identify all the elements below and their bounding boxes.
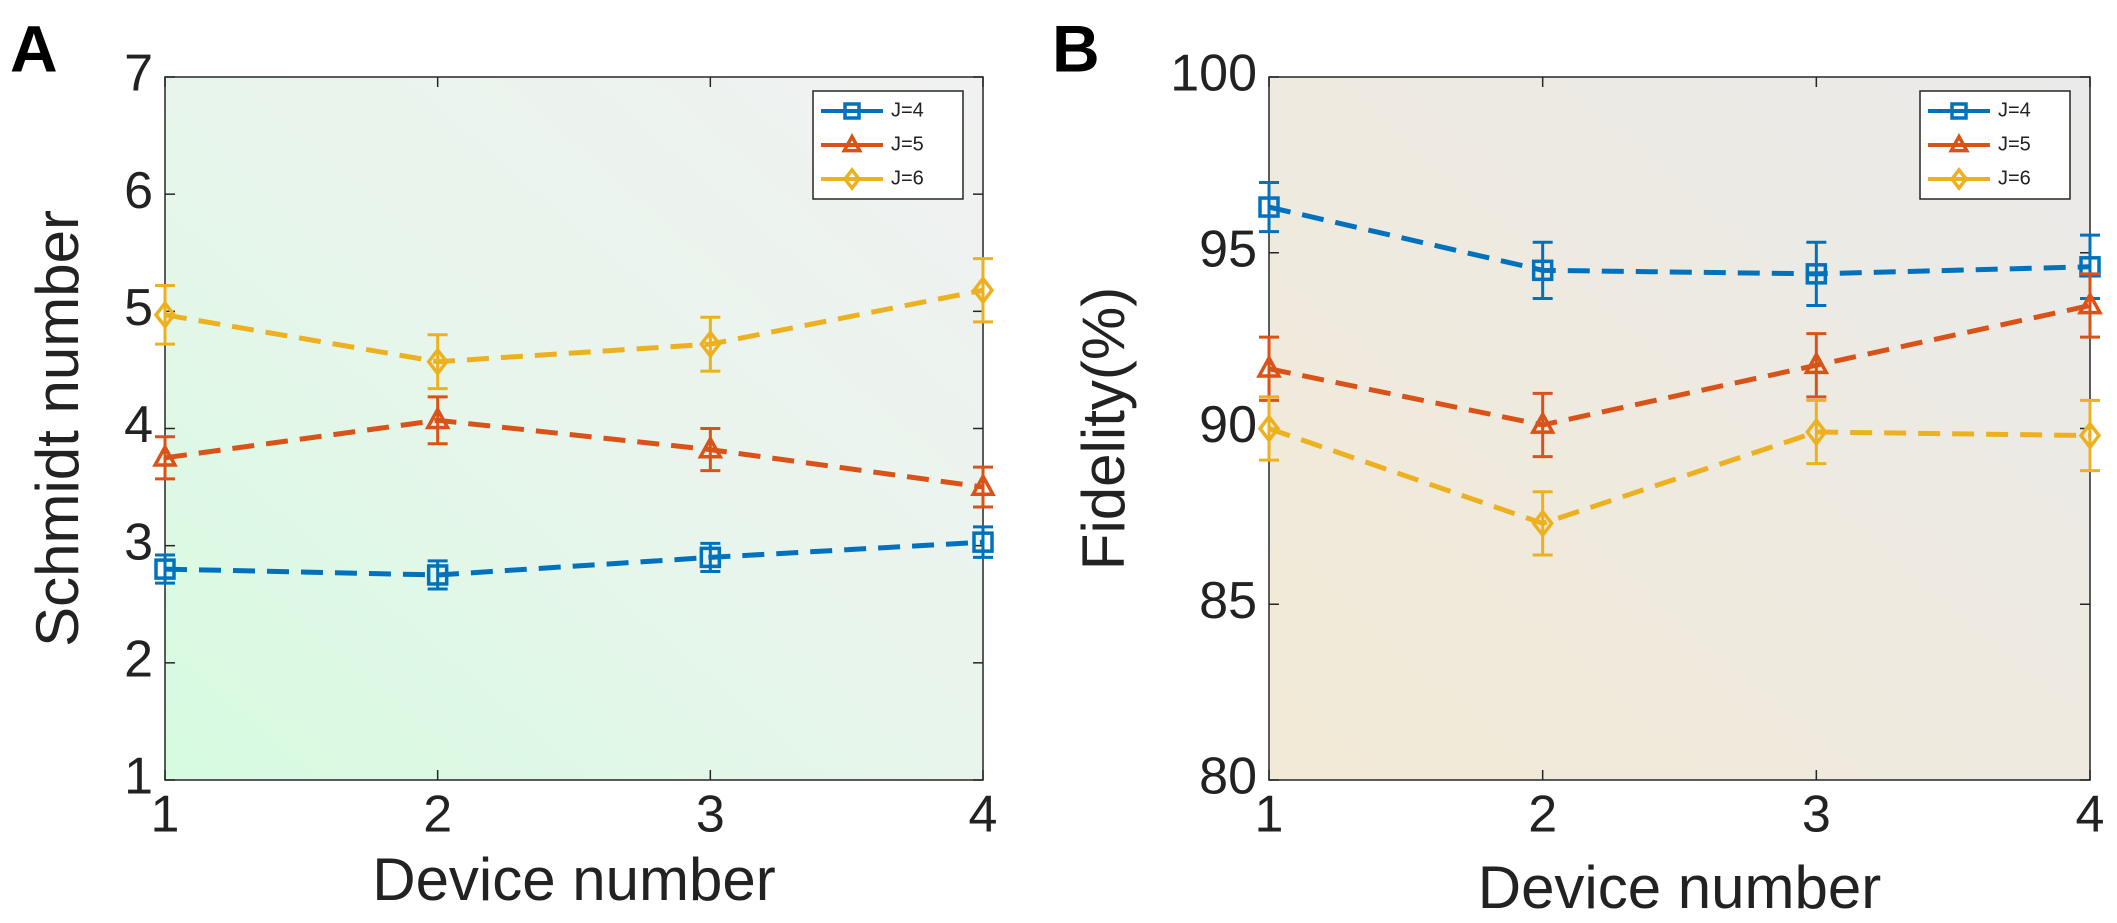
y-tick-label: 2 [124,631,153,689]
error-bar [1806,240,1827,307]
y-tick-label: 1 [124,748,153,806]
panel-label: A [10,11,58,85]
data-point [1529,410,1556,434]
legend-label: J=6 [1998,167,2031,189]
data-point [153,300,177,330]
x-tick-label: 2 [1528,786,1557,844]
error-bar [2080,398,2100,473]
error-bar [427,333,448,391]
legend-marker [1948,132,1970,153]
data-point [1257,413,1281,444]
error-bar [700,315,721,373]
y-axis-label: Schmidt number [24,210,91,647]
legend-label: J=4 [891,99,924,121]
y-tick-label: 3 [124,513,153,571]
y-tick-label: 100 [1170,45,1257,103]
series-line [1268,204,2091,277]
panel-label: B [1052,11,1100,85]
axes-box [164,76,984,781]
x-tick-label: 4 [2076,786,2105,844]
series-line [164,539,984,578]
data-point [2078,420,2102,451]
error-bar [1806,332,1827,399]
x-tick-label: 3 [1802,786,1831,844]
error-bar [1806,398,1827,466]
data-point [426,347,449,377]
y-tick-label: 85 [1199,572,1257,630]
y-tick-label: 4 [124,396,153,454]
error-bar [427,395,448,446]
legend-label: J=5 [1998,133,2031,155]
data-point [424,405,451,430]
data-point [1258,196,1280,218]
data-point [152,443,178,467]
x-axis-label: Device number [372,846,776,913]
x-axis-label: Device number [1478,854,1882,921]
data-point [1256,354,1282,378]
data-point [971,275,995,305]
series-line [1268,426,2091,527]
x-tick-label: 1 [151,786,180,844]
y-tick-label: 7 [124,45,153,103]
y-tick-label: 80 [1199,748,1257,806]
y-tick-label: 5 [124,279,153,337]
data-point [2077,291,2103,315]
legend-marker [1949,167,1969,191]
y-tick-label: 6 [124,162,153,220]
series-line [1268,303,2091,428]
data-point [154,558,176,580]
data-point [1805,263,1828,285]
legend-marker [841,132,863,153]
series-line [164,417,984,490]
series-line [164,287,984,365]
data-point [426,564,449,586]
y-axis-label: Fidelity(%) [1070,287,1137,570]
x-tick-label: 2 [423,786,452,844]
legend-marker [842,167,862,191]
x-tick-label: 4 [969,786,998,844]
error-bar [1532,391,1553,459]
legend-label: J=6 [891,167,924,189]
data-point [1803,350,1830,375]
error-bar [155,284,175,346]
error-bar [2080,272,2100,339]
data-point [1805,417,1828,447]
data-point [1531,508,1554,538]
data-point [972,531,994,553]
legend-label: J=4 [1998,99,2031,121]
error-bar [973,257,993,324]
data-point [970,472,996,497]
y-tick-label: 95 [1199,220,1257,278]
data-point [1531,259,1554,282]
data-point [699,546,722,569]
error-bar [1532,240,1553,300]
error-bar [1259,180,1279,234]
legend-marker [843,102,861,120]
data-point [697,435,724,459]
legend-label: J=5 [891,133,924,155]
x-tick-label: 1 [1255,786,1284,844]
legend-marker [1950,102,1968,120]
data-point [699,329,722,359]
error-bar [1532,490,1553,557]
x-tick-label: 3 [696,786,725,844]
y-tick-label: 90 [1199,396,1257,454]
error-bar [1259,395,1279,462]
